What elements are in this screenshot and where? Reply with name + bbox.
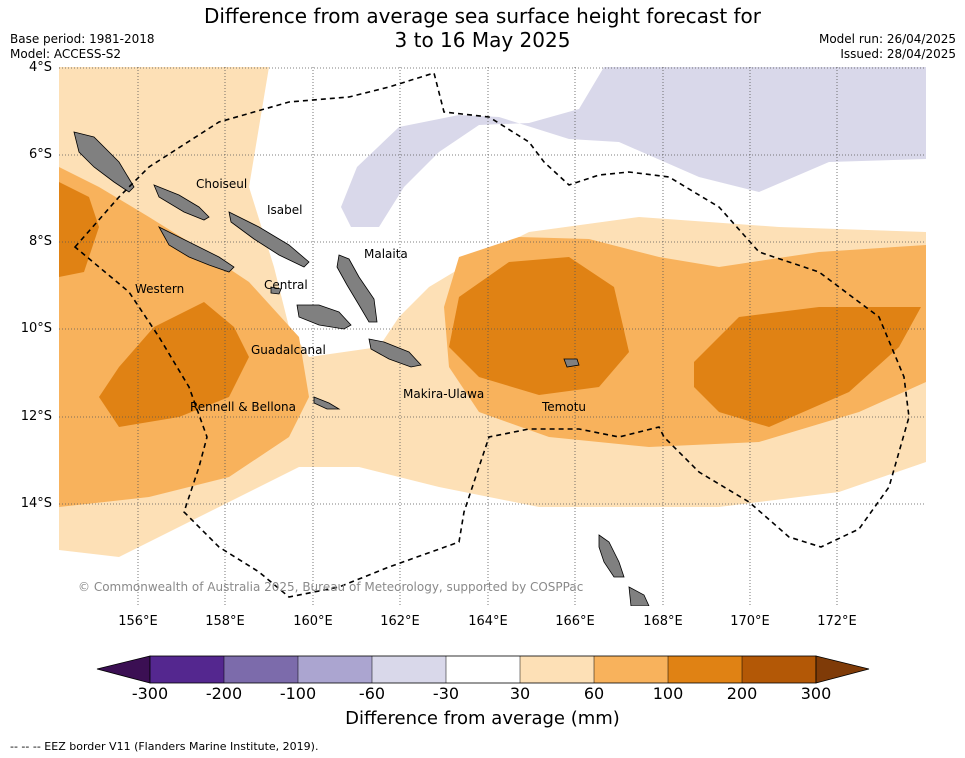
lon-tick: 156°E: [118, 614, 158, 629]
sea-anomaly-negative: [341, 67, 926, 227]
colorbar-segment: [668, 656, 742, 683]
region-label-rennell-bellona: Rennell & Bellona: [190, 400, 296, 414]
lat-tick: 6°S: [28, 147, 52, 162]
colorbar-segment: [372, 656, 446, 683]
island-new-georgia: [158, 226, 235, 273]
island-rennell: [313, 396, 341, 410]
lon-tick: 168°E: [643, 614, 683, 629]
colorbar-title: Difference from average (mm): [345, 708, 620, 729]
map-panel: Choiseul Isabel Malaita Western Central …: [59, 67, 926, 606]
model-name: Model: ACCESS-S2: [10, 47, 122, 61]
lat-tick: 12°S: [20, 409, 52, 424]
lat-tick: 10°S: [20, 321, 52, 336]
lat-tick: 14°S: [20, 496, 52, 511]
colorbar-label: 200: [726, 684, 758, 703]
colorbar-label: -300: [131, 684, 169, 703]
colorbar-segment: [446, 656, 520, 683]
island-santa-cruz: [563, 358, 580, 368]
sea-anomaly-100-200-southwest: [99, 302, 249, 427]
colorbar-segment: [594, 656, 668, 683]
colorbar-label: -200: [205, 684, 243, 703]
island-guadalcanal: [296, 304, 352, 330]
island-central: [270, 286, 282, 295]
copyright-credit: © Commonwealth of Australia 2025, Bureau…: [78, 580, 584, 594]
region-label-guadalcanal: Guadalcanal: [251, 343, 326, 357]
island-choiseul: [73, 131, 135, 193]
island-vanuatu-north: [598, 534, 625, 578]
colorbar-label: 100: [652, 684, 684, 703]
region-label-malaita: Malaita: [364, 247, 408, 261]
colorbar-label: -60: [358, 684, 386, 703]
base-period: Base period: 1981-2018: [10, 32, 155, 46]
lon-tick: 170°E: [730, 614, 770, 629]
region-label-makira-ulawa: Makira-Ulawa: [403, 387, 484, 401]
region-label-isabel: Isabel: [267, 203, 302, 217]
sea-anomaly-100-200-west: [59, 182, 99, 277]
title-line-2: 3 to 16 May 2025: [394, 28, 571, 52]
model-run: Model run: 26/04/2025: [818, 32, 956, 46]
lon-tick: 164°E: [468, 614, 508, 629]
island-isabel-east: [228, 211, 310, 268]
map-title: Difference from average sea surface heig…: [0, 4, 965, 52]
region-label-choiseul: Choiseul: [196, 177, 247, 191]
island-makira: [368, 338, 422, 368]
colorbar-segment: [520, 656, 594, 683]
colorbar-label: 30: [509, 684, 531, 703]
colorbar-label: -100: [279, 684, 317, 703]
land-masses: [73, 131, 650, 606]
sea-anomaly-100-200-center: [449, 257, 629, 395]
graticule: [59, 67, 926, 606]
lat-tick: 8°S: [28, 234, 52, 249]
sea-anomaly-100-200-east: [694, 307, 921, 427]
island-malaita: [336, 254, 378, 323]
colorbar-high-extension: [815, 655, 870, 684]
issued-date: Issued: 28/04/2025: [840, 47, 956, 61]
region-label-western: Western: [135, 282, 184, 296]
colorbar: [96, 655, 870, 684]
colorbar-label: 60: [583, 684, 605, 703]
colorbar-segment: [150, 656, 224, 683]
region-label-central: Central: [264, 278, 308, 292]
region-label-temotu: Temotu: [541, 400, 586, 414]
lon-tick: 172°E: [817, 614, 857, 629]
lon-tick: 162°E: [380, 614, 420, 629]
colorbar-label: -30: [432, 684, 460, 703]
island-santa-isabel: [153, 184, 210, 221]
lon-tick: 160°E: [293, 614, 333, 629]
eez-footnote: -- -- -- EEZ border V11 (Flanders Marine…: [10, 740, 319, 753]
lon-tick: 166°E: [555, 614, 595, 629]
lat-tick: 4°S: [28, 60, 52, 75]
meta-right: Model run: 26/04/2025 Issued: 28/04/2025: [819, 32, 956, 62]
region-labels: Choiseul Isabel Malaita Western Central …: [135, 177, 586, 414]
meta-left: Base period: 1981-2018 Model: ACCESS-S2: [10, 32, 155, 62]
colorbar-low-extension: [96, 655, 151, 684]
colorbar-label: 300: [800, 684, 832, 703]
island-vanuatu-south: [628, 586, 650, 606]
colorbar-segment: [298, 656, 372, 683]
colorbar-segment: [742, 656, 816, 683]
title-line-1: Difference from average sea surface heig…: [203, 4, 762, 28]
lon-tick: 158°E: [205, 614, 245, 629]
colorbar-segment: [224, 656, 298, 683]
